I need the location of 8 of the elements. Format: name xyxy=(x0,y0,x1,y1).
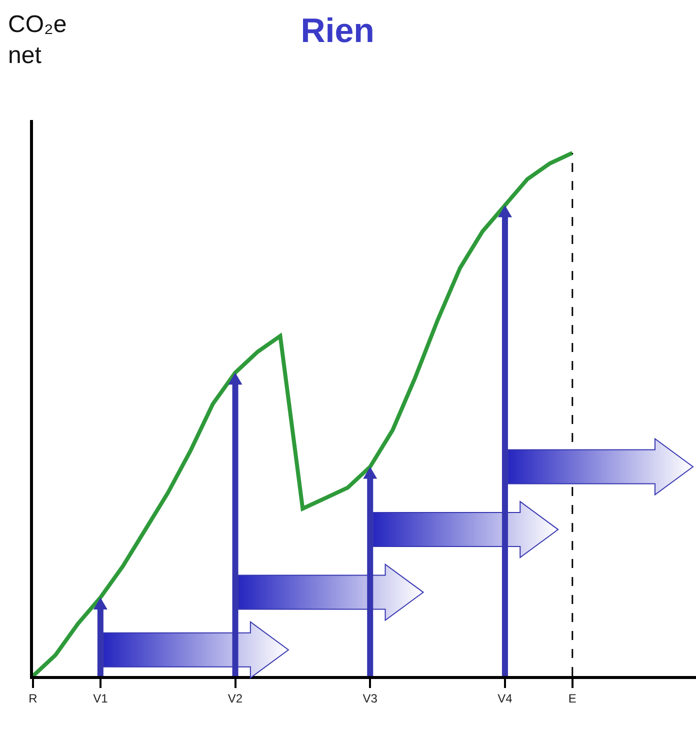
x-tick-label: V2 xyxy=(228,691,243,706)
x-tick-label: V4 xyxy=(498,691,513,706)
x-tick-label: V3 xyxy=(362,691,378,706)
x-tick-label: V1 xyxy=(93,691,108,706)
x-tick-label: E xyxy=(568,691,576,706)
x-tick-label: R xyxy=(28,691,38,706)
chart-title: Rien xyxy=(300,12,374,50)
y-axis-title: CO₂e net xyxy=(8,11,67,70)
